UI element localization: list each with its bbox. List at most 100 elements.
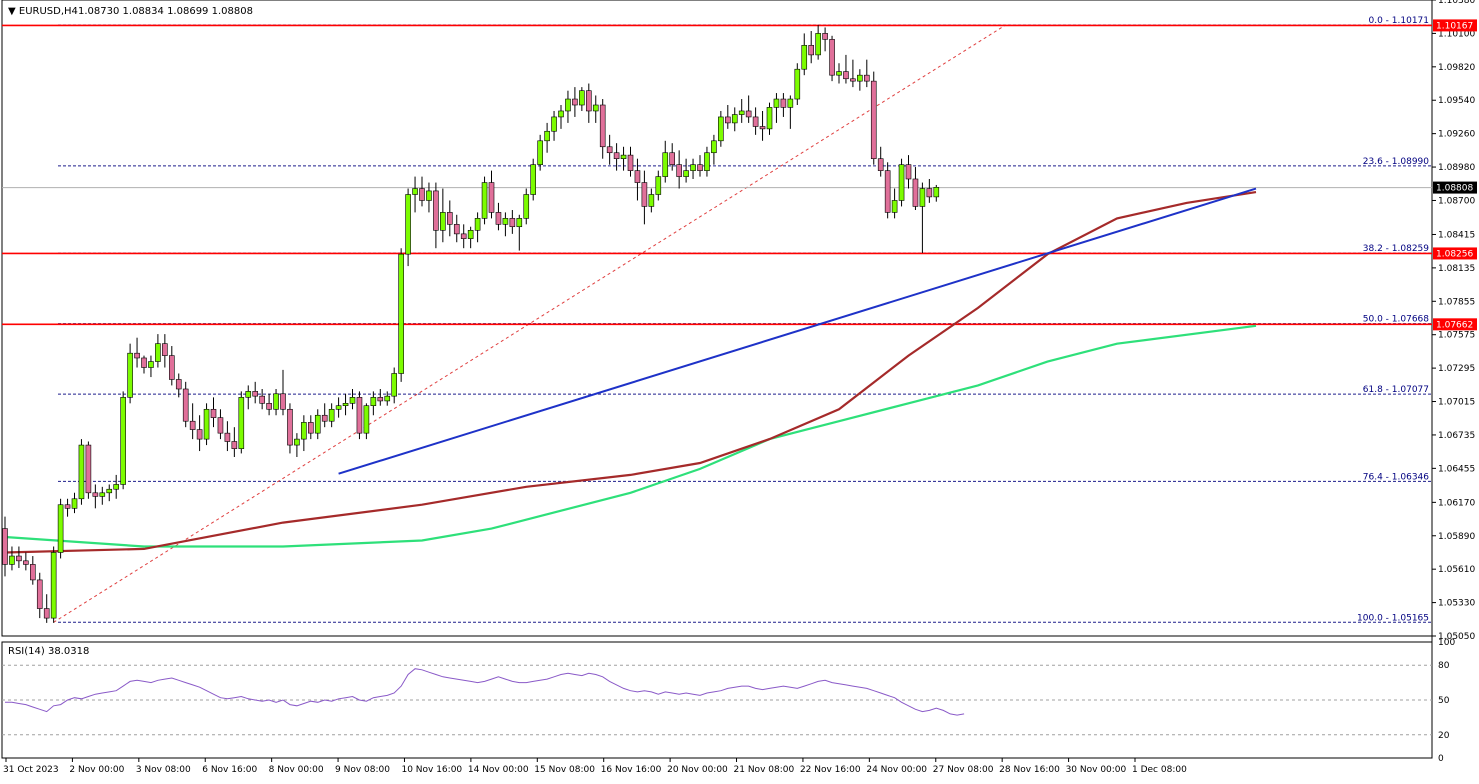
candle-body — [106, 488, 113, 494]
candle-body — [29, 564, 36, 581]
candle-body — [356, 397, 363, 434]
candle-body — [919, 188, 926, 207]
candle-body — [836, 71, 842, 76]
candle-body — [301, 422, 307, 440]
candle-body — [912, 178, 919, 207]
candle-body — [641, 182, 648, 207]
candle-body — [857, 74, 863, 82]
trend-line[interactable] — [338, 187, 1257, 475]
level-price-label: 1.10167 — [1436, 21, 1473, 31]
candle-body — [384, 395, 391, 402]
candle-body — [898, 164, 905, 201]
candle-body — [752, 116, 759, 127]
y-tick-label: 1.09260 — [1438, 130, 1475, 140]
candle-body — [446, 212, 453, 225]
candle-body — [224, 432, 231, 442]
candle-body — [196, 429, 203, 440]
candle-body — [134, 352, 140, 359]
candle-body — [155, 343, 161, 362]
candle-body — [620, 154, 627, 160]
level-price-label-box — [1433, 247, 1477, 260]
x-tick-label: 24 Nov 00:00 — [866, 765, 927, 775]
x-tick-label: 27 Nov 08:00 — [933, 765, 994, 775]
x-tick-label: 21 Nov 08:00 — [734, 765, 795, 775]
candle-body — [238, 397, 245, 449]
candle-body — [433, 190, 439, 231]
y-tick-label: 1.08980 — [1438, 163, 1475, 173]
candle-body — [613, 152, 620, 160]
ma-slow-line — [4, 324, 1257, 548]
candle-body — [426, 190, 432, 201]
candle-body — [9, 555, 15, 565]
candle-body — [662, 152, 669, 177]
header-symbol-name: EURUSD,H4 — [19, 6, 78, 17]
y-tick-label: 1.05050 — [1438, 632, 1475, 642]
y-tick-label: 1.10380 — [1438, 0, 1475, 6]
fib-diagonal-line — [53, 24, 1007, 623]
x-tick-label: 14 Nov 00:00 — [468, 765, 529, 775]
candle-body — [488, 182, 495, 213]
y-tick-label: 1.05890 — [1438, 532, 1475, 542]
candle-body — [148, 361, 154, 368]
candle-body — [398, 253, 404, 374]
candle-body — [558, 110, 564, 118]
y-tick-label: 1.10100 — [1438, 29, 1475, 39]
candle-body — [280, 393, 286, 410]
y-tick-label: 1.09820 — [1438, 63, 1475, 73]
candle-body — [419, 188, 425, 201]
candle-body — [634, 170, 641, 183]
candle-body — [877, 158, 884, 171]
x-tick-label: 28 Nov 16:00 — [999, 765, 1060, 775]
candle-body — [724, 116, 731, 124]
current-price-label: 1.08808 — [1436, 184, 1473, 194]
fib-level-label: 0.0 - 1.10171 — [1369, 16, 1430, 26]
candle-body — [627, 154, 634, 171]
candle-body — [440, 212, 446, 231]
x-tick-label: 8 Nov 00:00 — [269, 765, 324, 775]
candle-body — [537, 140, 543, 165]
fib-level-label: 50.0 - 1.07668 — [1363, 315, 1429, 325]
candle-body — [843, 71, 849, 80]
candle-body — [870, 80, 877, 160]
candle-body — [829, 39, 835, 76]
y-tick-label: 1.07295 — [1438, 364, 1475, 374]
level-price-label-box — [1433, 19, 1477, 32]
candle-body — [766, 107, 773, 130]
candle-body — [474, 218, 481, 231]
candle-body — [523, 194, 530, 219]
rsi-label: RSI(14) 38.0318 — [8, 646, 89, 657]
candle-body — [773, 98, 780, 108]
candle-body — [745, 110, 752, 118]
candle-body — [669, 152, 676, 165]
candle-body — [245, 391, 252, 398]
candle-body — [64, 504, 71, 509]
candle-body — [349, 397, 356, 404]
candle-body — [718, 116, 724, 142]
candle-body — [704, 152, 710, 171]
main-plot-frame — [1, 0, 1433, 637]
x-tick-label: 6 Nov 16:00 — [202, 765, 257, 775]
y-tick-label: 1.08700 — [1438, 196, 1475, 206]
candle-body — [412, 188, 418, 195]
candle-body — [884, 170, 891, 213]
candle-body — [759, 126, 766, 130]
candle-body — [738, 110, 745, 115]
x-tick-label: 9 Nov 08:00 — [335, 765, 390, 775]
candle-body — [57, 504, 64, 553]
candle-body — [481, 182, 488, 219]
header-ohlc: 1.08730 1.08834 1.08699 1.08808 — [78, 6, 253, 17]
candle-body — [342, 403, 349, 407]
y-tick-label: 1.08415 — [1438, 230, 1475, 240]
candle-body — [808, 45, 815, 56]
candle-body — [905, 164, 912, 180]
candle-body — [822, 33, 828, 40]
x-tick-label: 2 Nov 00:00 — [69, 765, 124, 775]
candle-body — [850, 78, 856, 82]
candle-body — [926, 188, 933, 198]
x-tick-label: 20 Nov 00:00 — [667, 765, 728, 775]
candle-body — [551, 116, 557, 132]
y-tick-label: 1.06735 — [1438, 431, 1475, 441]
y-tick-label: 1.09540 — [1438, 96, 1475, 106]
